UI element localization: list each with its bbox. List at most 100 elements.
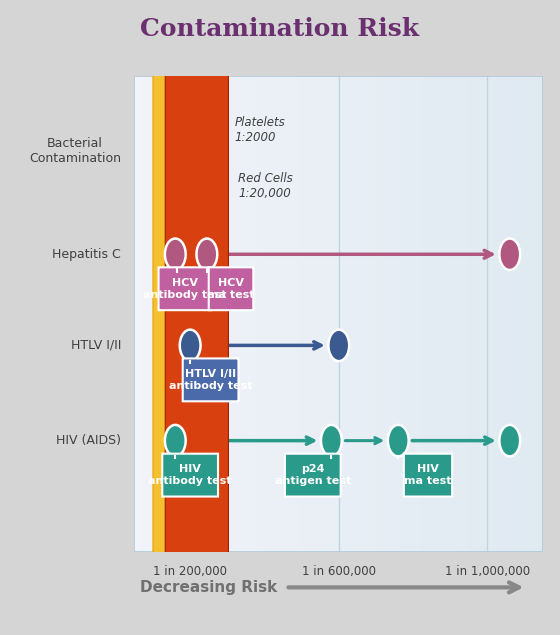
Bar (318, 76, 324, 552)
Ellipse shape (500, 425, 520, 457)
Bar (502, 76, 507, 552)
Text: p24
antigen test: p24 antigen test (275, 464, 351, 486)
Bar (477, 76, 482, 552)
Text: HTLV I/II: HTLV I/II (71, 339, 121, 352)
Bar (298, 76, 303, 552)
Text: HCV
antibody test: HCV antibody test (143, 278, 226, 300)
Ellipse shape (388, 425, 409, 457)
Bar (288, 76, 293, 552)
Bar (175, 76, 180, 552)
Bar (211, 76, 216, 552)
Bar (461, 76, 466, 552)
Bar (196, 76, 201, 552)
Bar (134, 76, 139, 552)
Bar (303, 76, 308, 552)
Bar (385, 76, 390, 552)
Bar (139, 76, 144, 552)
Bar (523, 76, 528, 552)
Text: 1 in 1,000,000: 1 in 1,000,000 (445, 565, 530, 578)
Bar (400, 76, 405, 552)
Bar (160, 76, 165, 552)
Bar (308, 76, 313, 552)
Bar (359, 76, 365, 552)
Bar (441, 76, 446, 552)
Bar (466, 76, 472, 552)
Bar (416, 76, 421, 552)
Bar (334, 76, 339, 552)
Bar (405, 76, 410, 552)
FancyBboxPatch shape (158, 267, 211, 310)
Bar (155, 76, 160, 552)
Bar (329, 76, 334, 552)
Bar (431, 76, 436, 552)
Bar (349, 76, 354, 552)
Bar (185, 76, 190, 552)
Bar (165, 76, 170, 552)
Bar (236, 76, 242, 552)
Bar (370, 76, 375, 552)
Text: Decreasing Risk: Decreasing Risk (140, 580, 277, 595)
Bar (421, 76, 426, 552)
Bar (190, 76, 196, 552)
Bar (426, 76, 431, 552)
Ellipse shape (165, 425, 186, 457)
Ellipse shape (328, 330, 349, 361)
Text: Platelets
1:2000: Platelets 1:2000 (235, 116, 286, 144)
Bar (201, 76, 206, 552)
Bar (267, 76, 272, 552)
Bar (507, 76, 512, 552)
Bar (538, 76, 543, 552)
Bar (216, 76, 221, 552)
Bar (206, 76, 211, 552)
Bar (451, 76, 456, 552)
Bar (482, 76, 487, 552)
Bar (497, 76, 502, 552)
Bar (257, 76, 262, 552)
FancyBboxPatch shape (209, 267, 253, 310)
Bar (226, 76, 231, 552)
Bar (252, 76, 257, 552)
Bar (492, 76, 497, 552)
Bar (528, 76, 533, 552)
FancyBboxPatch shape (162, 453, 218, 497)
Bar (150, 76, 155, 552)
Text: Hepatitis C: Hepatitis C (52, 248, 121, 261)
Bar (324, 76, 329, 552)
Bar (380, 76, 385, 552)
Bar (262, 76, 267, 552)
Ellipse shape (165, 239, 186, 270)
Bar (272, 76, 278, 552)
Bar (365, 76, 370, 552)
Bar (277, 76, 283, 552)
Text: HIV (AIDS): HIV (AIDS) (56, 434, 121, 447)
Ellipse shape (180, 330, 200, 361)
Bar (410, 76, 416, 552)
Text: Contamination Risk: Contamination Risk (141, 17, 419, 41)
Bar (293, 76, 298, 552)
Bar (344, 76, 349, 552)
Bar (180, 76, 185, 552)
Text: HCV
ma test: HCV ma test (207, 278, 255, 300)
Bar (144, 76, 150, 552)
Bar (283, 76, 288, 552)
FancyBboxPatch shape (183, 358, 239, 401)
Text: HTLV I/II
antibody test: HTLV I/II antibody test (169, 369, 253, 391)
Polygon shape (165, 0, 228, 635)
Text: 1 in 600,000: 1 in 600,000 (302, 565, 376, 578)
Bar (242, 76, 247, 552)
Bar (517, 76, 523, 552)
Bar (395, 76, 400, 552)
Bar (487, 76, 492, 552)
Bar (339, 76, 344, 552)
Bar (170, 76, 175, 552)
Text: HIV
antibody test: HIV antibody test (148, 464, 232, 486)
Bar (231, 76, 237, 552)
Bar (533, 76, 538, 552)
Ellipse shape (500, 239, 520, 270)
Bar (456, 76, 461, 552)
FancyBboxPatch shape (404, 453, 452, 497)
Bar (390, 76, 395, 552)
Bar (512, 76, 517, 552)
FancyBboxPatch shape (285, 453, 340, 497)
Ellipse shape (197, 239, 217, 270)
